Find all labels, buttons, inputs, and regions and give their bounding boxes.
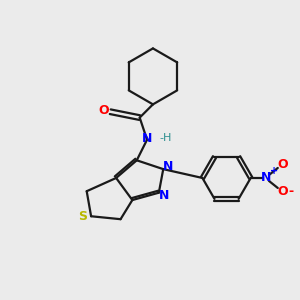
Text: -H: -H: [159, 133, 172, 143]
Text: S: S: [78, 210, 87, 223]
Text: -: -: [289, 185, 294, 198]
Text: O: O: [277, 158, 287, 171]
Text: N: N: [159, 188, 169, 202]
Text: O: O: [98, 104, 109, 117]
Text: +: +: [270, 167, 278, 176]
Text: N: N: [163, 160, 173, 173]
Text: O: O: [277, 185, 287, 198]
Text: N: N: [142, 132, 152, 145]
Text: N: N: [261, 172, 271, 184]
